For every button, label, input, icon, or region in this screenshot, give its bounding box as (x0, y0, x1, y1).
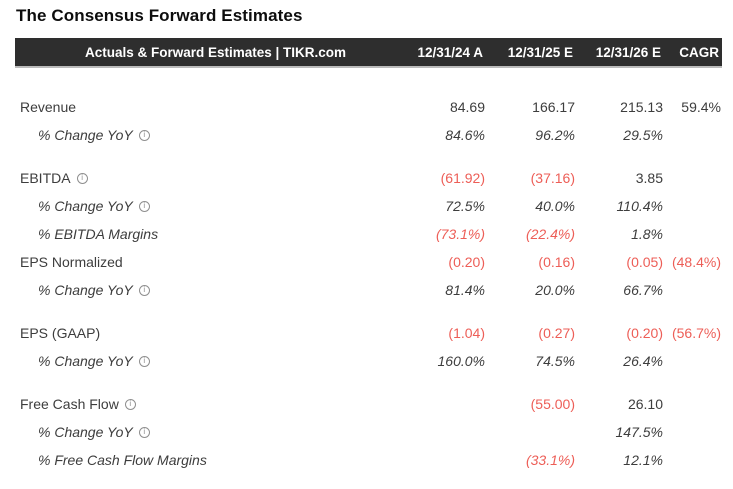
estimates-table: Revenue 84.69 166.17 215.13 59.4% % Change Yo… (15, 93, 722, 474)
cell-value: (61.92) (440, 170, 485, 186)
row-label: % Change YoY (38, 353, 133, 369)
cell-value: 26.10 (627, 396, 663, 412)
table-row: Free Cash Flow i (55.00) 26.10 (15, 390, 722, 418)
row-label: Revenue (20, 99, 77, 115)
table-row: % Change YoY i 81.4% 20.0% 66.7% (15, 276, 722, 304)
cell-value: 147.5% (615, 424, 663, 440)
cell-value: (37.16) (530, 170, 575, 186)
cell-value: 160.0% (437, 353, 485, 369)
row-label: % Change YoY (38, 282, 133, 298)
cell-value: 3.85 (635, 170, 663, 186)
cell-value: (73.1%) (435, 226, 485, 242)
cell-value: (48.4%) (671, 254, 721, 270)
row-label: % Change YoY (38, 127, 133, 143)
column-header-period-2: 12/31/25 E (507, 44, 573, 60)
cell-value: 26.4% (623, 353, 663, 369)
cell-value: 72.5% (445, 198, 485, 214)
cell-value: 40.0% (535, 198, 575, 214)
row-label: EBITDA (20, 170, 71, 186)
table-row: EBITDA i (61.92) (37.16) 3.85 (15, 164, 722, 192)
cell-value: 81.4% (445, 282, 485, 298)
page-title: The Consensus Forward Estimates (16, 6, 303, 25)
column-header-cagr: CAGR (679, 44, 719, 60)
row-label: EPS Normalized (20, 254, 123, 270)
table-row: EPS (GAAP) (1.04) (0.27) (0.20) (56.7%) (15, 319, 722, 347)
table-row: Revenue 84.69 166.17 215.13 59.4% (15, 93, 722, 121)
row-label: % Free Cash Flow Margins (38, 452, 207, 468)
info-icon[interactable]: i (76, 172, 88, 184)
cell-value: 215.13 (620, 99, 663, 115)
row-label: % EBITDA Margins (38, 226, 159, 242)
cell-value: 59.4% (681, 99, 721, 115)
table-row: % Free Cash Flow Margins (33.1%) 12.1% (15, 446, 722, 474)
info-icon[interactable]: i (138, 200, 150, 212)
table-row: % Change YoY i 147.5% (15, 418, 722, 446)
cell-value: 29.5% (623, 127, 663, 143)
cell-value: 96.2% (535, 127, 575, 143)
table-row: % EBITDA Margins (73.1%) (22.4%) 1.8% (15, 220, 722, 248)
cell-value: 110.4% (616, 198, 663, 214)
cell-value: (0.20) (626, 325, 663, 341)
cell-value: 84.69 (449, 99, 485, 115)
cell-value: (0.27) (538, 325, 575, 341)
table-source-label: Actuals & Forward Estimates | TIKR.com (84, 44, 347, 60)
cell-value: 74.5% (535, 353, 575, 369)
row-label: % Change YoY (38, 198, 133, 214)
cell-value: 66.7% (623, 282, 663, 298)
cell-value: (56.7%) (671, 325, 721, 341)
cell-value: 1.8% (631, 226, 663, 242)
cell-value: (55.00) (530, 396, 575, 412)
cell-value: 12.1% (623, 452, 663, 468)
cell-value: (0.20) (448, 254, 485, 270)
cell-value: 166.17 (532, 99, 575, 115)
info-icon[interactable]: i (138, 284, 150, 296)
row-label: % Change YoY (38, 424, 133, 440)
column-header-period-1: 12/31/24 A (417, 44, 483, 60)
cell-value: (0.16) (538, 254, 575, 270)
table-row: EPS Normalized (0.20) (0.16) (0.05) (48.4%) (15, 248, 722, 276)
cell-value: 84.6% (445, 127, 485, 143)
cell-value: (0.05) (626, 254, 663, 270)
cell-value: (22.4%) (525, 226, 575, 242)
table-header: Actuals & Forward Estimates | TIKR.com 1… (15, 38, 722, 68)
info-icon[interactable]: i (138, 426, 150, 438)
info-icon[interactable]: i (124, 398, 136, 410)
column-header-period-3: 12/31/26 E (595, 44, 661, 60)
info-icon[interactable]: i (138, 355, 150, 367)
table-row: % Change YoY i 72.5% 40.0% 110.4% (15, 192, 722, 220)
row-label: EPS (GAAP) (20, 325, 101, 341)
table-row: % Change YoY i 84.6% 96.2% 29.5% (15, 121, 722, 149)
cell-value: (33.1%) (525, 452, 575, 468)
table-row: % Change YoY i 160.0% 74.5% 26.4% (15, 347, 722, 375)
row-label: Free Cash Flow (20, 396, 119, 412)
cell-value: (1.04) (448, 325, 485, 341)
info-icon[interactable]: i (138, 129, 150, 141)
cell-value: 20.0% (535, 282, 575, 298)
